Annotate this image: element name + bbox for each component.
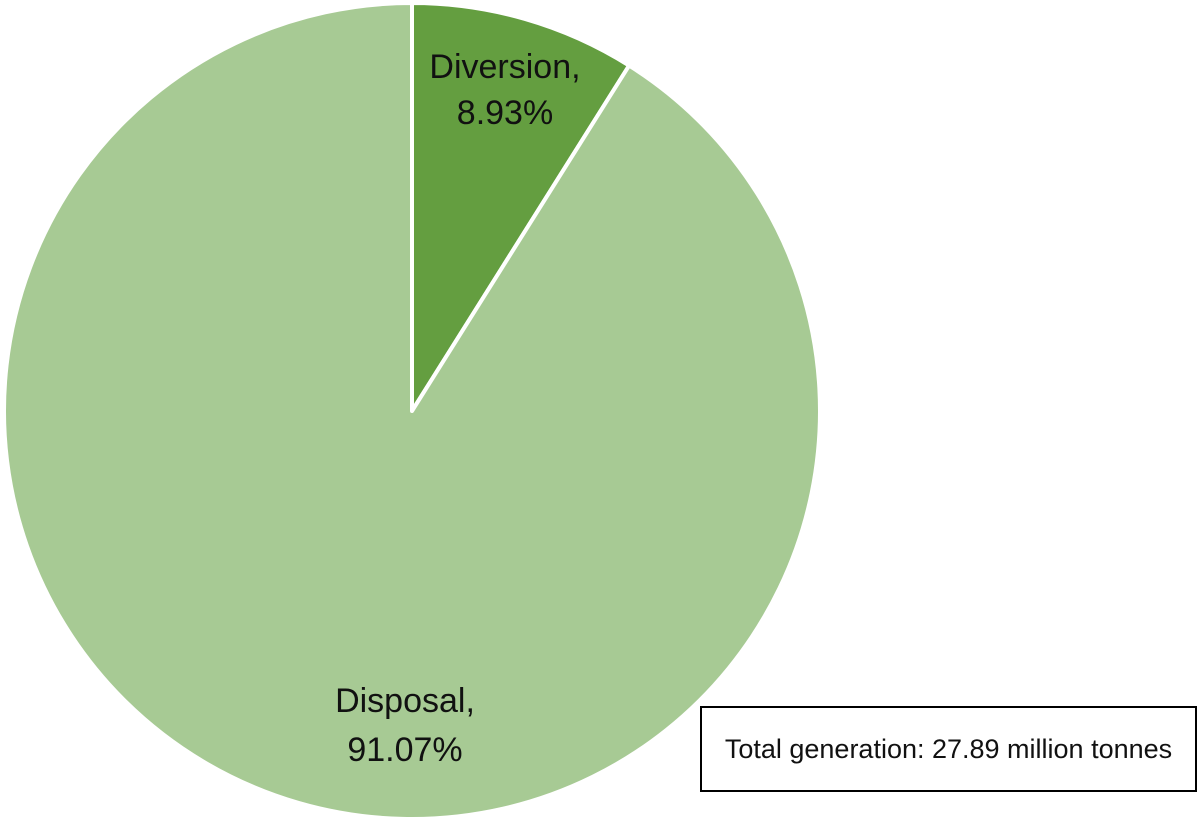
data-label-disposal: 91.07% xyxy=(347,731,462,769)
pie-slice-diversion xyxy=(410,1,632,413)
slice-name-diversion: Diversion, xyxy=(429,48,580,86)
total-generation-annotation: Total generation: 27.89 million tonnes xyxy=(700,706,1197,792)
pie-slices xyxy=(2,1,822,821)
data-label-diversion: 8.93% xyxy=(457,94,553,132)
pie-slice-disposal xyxy=(2,1,822,821)
slice-name-disposal: Disposal, xyxy=(335,682,475,720)
